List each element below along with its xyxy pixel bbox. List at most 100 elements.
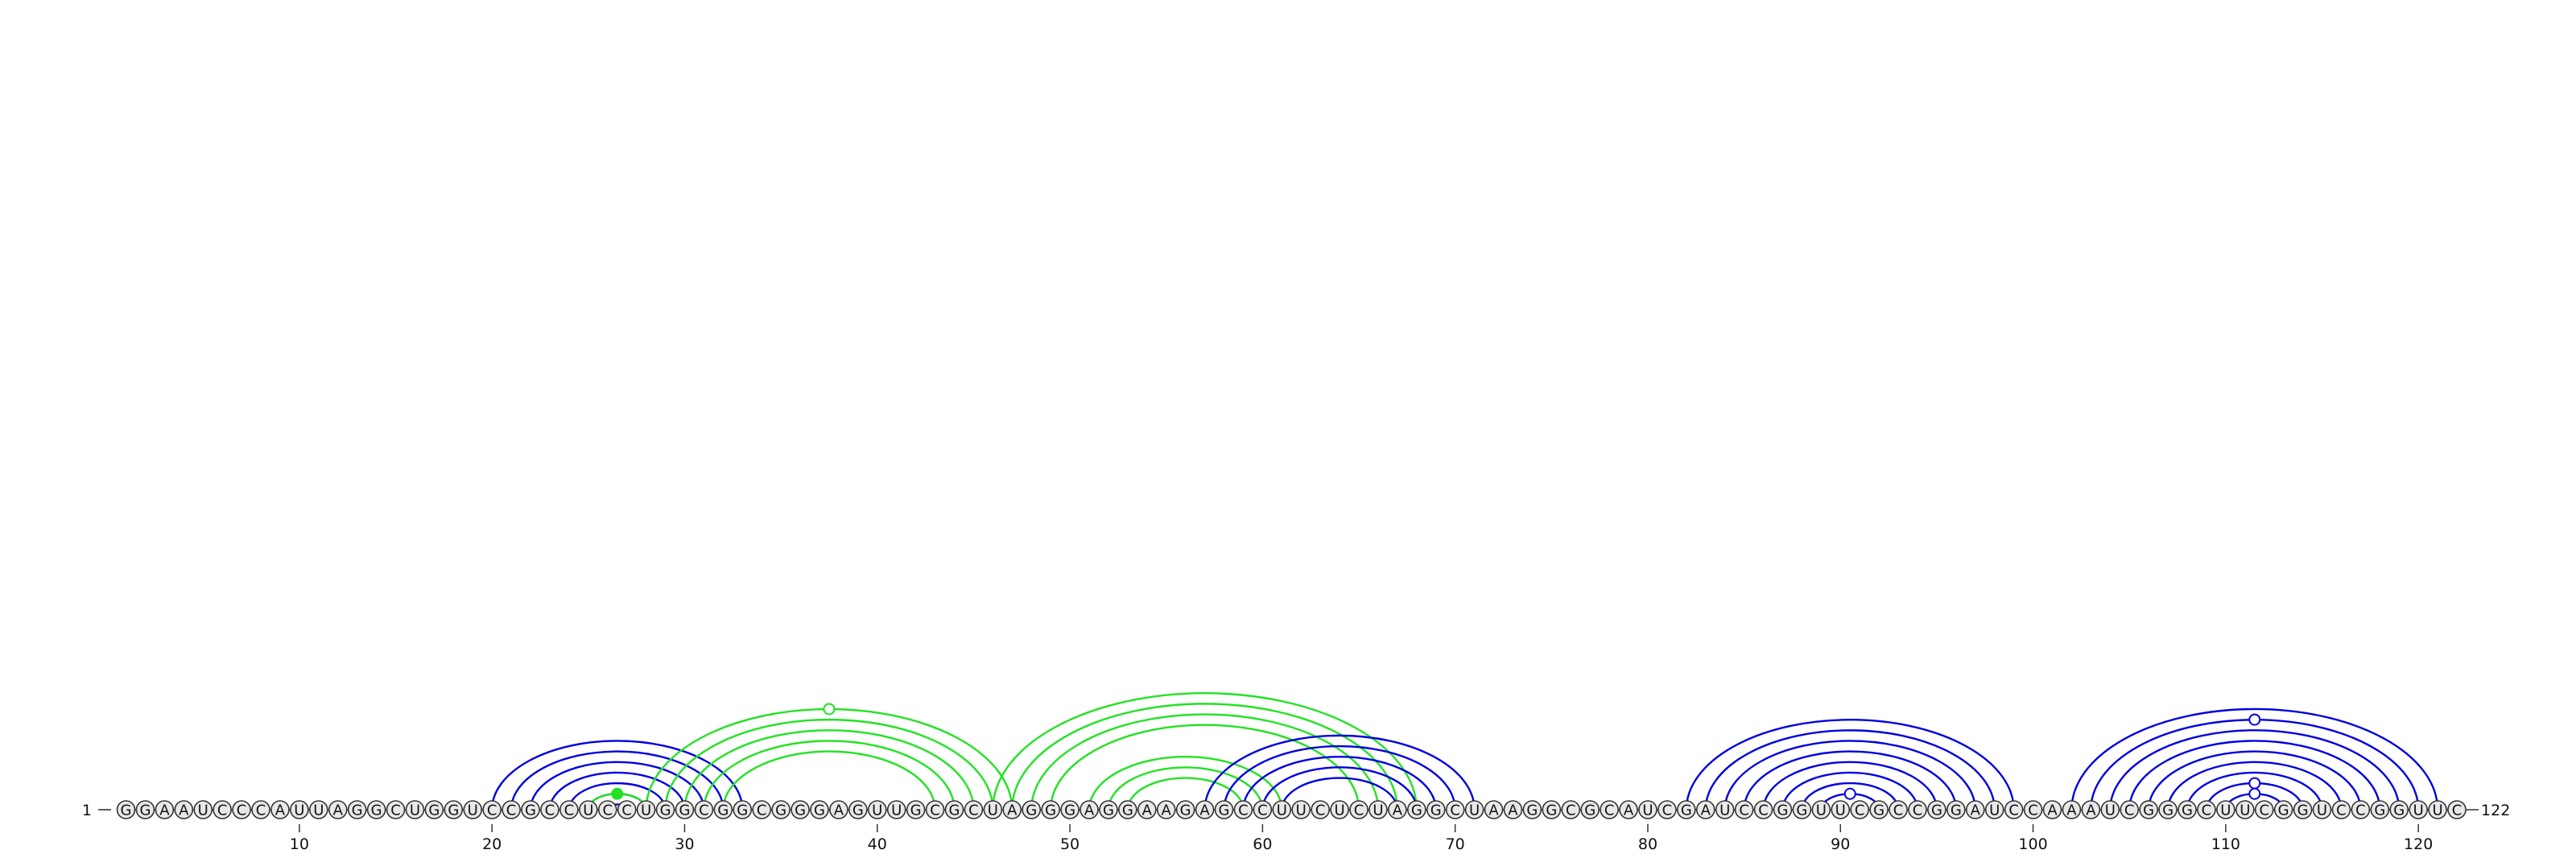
base-letter: C — [1315, 802, 1326, 819]
base-circle — [308, 800, 328, 819]
base-17: G — [424, 800, 444, 819]
base-letter: C — [2124, 802, 2135, 819]
base-106: G — [2139, 800, 2158, 819]
base-11: U — [308, 800, 328, 819]
arc-green-48-66 — [1030, 713, 1380, 811]
base-102: A — [2062, 800, 2082, 819]
base-circle — [2100, 800, 2120, 819]
base-85: C — [1734, 800, 1754, 819]
base-104: U — [2100, 800, 2120, 819]
base-circle — [1792, 800, 1812, 819]
base-circle — [540, 800, 559, 819]
tick-label-90: 90 — [1831, 835, 1850, 853]
arc-blue-59-69 — [1242, 755, 1437, 811]
base-letter: G — [717, 802, 729, 819]
base-letter: U — [872, 802, 882, 819]
base-circle — [579, 800, 598, 819]
base-circle — [1022, 800, 1042, 819]
base-circle — [1426, 800, 1446, 819]
base-circle — [2331, 800, 2351, 819]
base-circle — [386, 800, 406, 819]
base-circle — [559, 800, 579, 819]
end-label: 122 — [2481, 802, 2510, 819]
base-circle — [2004, 800, 2024, 819]
base-letter: C — [506, 802, 517, 819]
base-86: C — [1753, 800, 1773, 819]
base-letter: A — [1488, 802, 1499, 819]
base-circle — [1368, 800, 1388, 819]
base-circle — [463, 800, 483, 819]
marker-layer — [611, 703, 2261, 800]
base-circle — [444, 800, 464, 819]
base-letter: C — [1739, 802, 1749, 819]
base-letter: A — [159, 802, 170, 819]
base-letter: U — [1835, 802, 1846, 819]
base-letter: U — [641, 802, 651, 819]
base-letter: A — [1624, 802, 1634, 819]
base-52: G — [1099, 800, 1118, 819]
arc-marker-28-47 — [823, 703, 836, 716]
base-letter: C — [1604, 802, 1615, 819]
base-letter: U — [2413, 802, 2424, 819]
base-circle — [1542, 800, 1562, 819]
base-letter: C — [487, 802, 497, 819]
base-74: G — [1522, 800, 1542, 819]
base-89: U — [1811, 800, 1831, 819]
base-letter: G — [2162, 802, 2174, 819]
base-letter: G — [795, 802, 806, 819]
base-circle — [1445, 800, 1465, 819]
base-circle — [193, 800, 213, 819]
base-circle — [655, 800, 675, 819]
arc-green-29-46 — [664, 718, 994, 811]
base-36: G — [791, 800, 810, 819]
arc-blue-107-116 — [2166, 761, 2343, 811]
base-90: U — [1831, 800, 1851, 819]
tick-label-100: 100 — [2018, 835, 2047, 853]
base-105: C — [2120, 800, 2140, 819]
base-letter: C — [2028, 802, 2038, 819]
arc-blue-106-117 — [2147, 750, 2362, 811]
base-41: U — [886, 800, 906, 819]
base-letter: A — [1007, 802, 1018, 819]
base-circle — [1388, 800, 1407, 819]
base-letter: U — [1277, 802, 1287, 819]
base-circle — [1869, 800, 1889, 819]
base-letter: C — [2336, 802, 2347, 819]
base-circle — [1619, 800, 1638, 819]
base-letter: A — [1701, 802, 1711, 819]
base-circle — [1600, 800, 1619, 819]
base-letter: G — [814, 802, 825, 819]
base-letter: U — [1469, 802, 1480, 819]
arc-blue-22-31 — [529, 761, 705, 811]
base-24: C — [559, 800, 579, 819]
base-20: C — [482, 800, 502, 819]
arc-blue-86-95 — [1762, 761, 1938, 811]
base-97: A — [1965, 800, 1985, 819]
base-45: C — [964, 800, 984, 819]
base-letter: C — [699, 802, 709, 819]
base-72: A — [1484, 800, 1504, 819]
base-76: C — [1561, 800, 1581, 819]
base-circle — [1291, 800, 1311, 819]
base-7: C — [232, 800, 251, 819]
base-23: C — [540, 800, 559, 819]
base-letter: A — [333, 802, 344, 819]
base-letter: G — [775, 802, 786, 819]
base-28: U — [636, 800, 656, 819]
base-letter: A — [179, 802, 189, 819]
base-39: G — [848, 800, 868, 819]
base-letter: G — [428, 802, 440, 819]
tick-label-120: 120 — [2404, 835, 2433, 853]
base-circle — [983, 800, 1003, 819]
base-circle — [1561, 800, 1581, 819]
base-letter: G — [2182, 802, 2193, 819]
base-4: A — [174, 800, 194, 819]
base-circle — [1946, 800, 1966, 819]
base-121: U — [2428, 800, 2447, 819]
arc-marker-89-92 — [1843, 787, 1856, 800]
base-91: C — [1850, 800, 1869, 819]
base-111: U — [2235, 800, 2255, 819]
base-letter: G — [1951, 802, 1962, 819]
base-circle — [1927, 800, 1946, 819]
